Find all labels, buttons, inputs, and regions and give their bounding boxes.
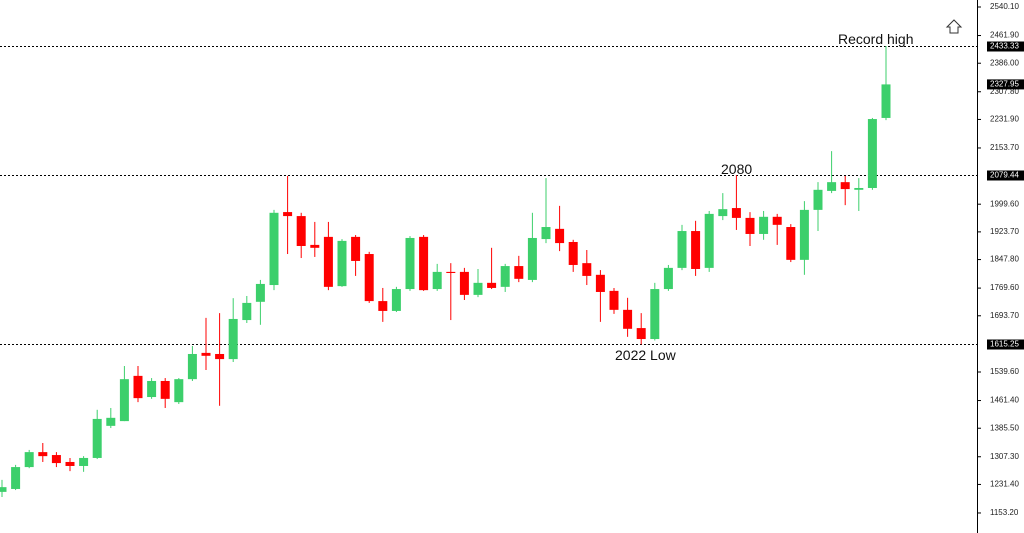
candle-body [568, 241, 578, 265]
y-tick-label: 2540.10 [990, 2, 1019, 11]
price-label-box [987, 41, 1024, 52]
candle-body [364, 254, 374, 302]
candle-body [541, 227, 551, 240]
candle-body [446, 271, 456, 273]
candle-body [731, 208, 741, 218]
candle-body [242, 302, 252, 321]
y-tick-label: 1231.40 [990, 480, 1019, 489]
y-tick-label: 1307.30 [990, 452, 1019, 461]
candle-body [310, 244, 320, 248]
candle-body [840, 182, 850, 190]
candle-body [527, 237, 537, 280]
candle-body [187, 353, 197, 380]
candle-body [691, 231, 701, 269]
candle-body [419, 236, 429, 291]
candle-body [854, 187, 864, 190]
price-label: 1615.25 [990, 340, 1019, 349]
candle-body [650, 289, 660, 340]
y-tick-label: 1999.60 [990, 199, 1019, 208]
y-tick-label: 1847.80 [990, 255, 1019, 264]
candle-body [555, 228, 565, 244]
y-tick-label: 2231.90 [990, 115, 1019, 124]
candle-body [11, 467, 21, 489]
candle-body [65, 461, 75, 466]
candle-body [609, 290, 619, 310]
candle-body [228, 318, 238, 360]
y-tick-label: 2153.70 [990, 143, 1019, 152]
candle-body [473, 282, 483, 295]
price-label: 2079.44 [990, 171, 1019, 180]
candle-body [215, 353, 225, 360]
candle-body [745, 217, 755, 234]
candle-body [459, 271, 469, 295]
candle-body [405, 237, 415, 290]
y-tick-label: 1461.40 [990, 396, 1019, 405]
candle-body [92, 418, 102, 458]
y-tick-label: 1153.20 [990, 508, 1019, 517]
candle-body [269, 212, 279, 286]
candle-body [827, 182, 837, 191]
candle-body [255, 283, 265, 302]
price-label-box [987, 339, 1024, 350]
candle-body [174, 379, 184, 403]
annotation: Record high [838, 31, 914, 47]
candle-body [79, 457, 89, 466]
y-tick-label: 2386.00 [990, 58, 1019, 67]
arrow-icon [945, 19, 963, 34]
y-tick-label: 2461.90 [990, 31, 1019, 40]
candle-body [677, 231, 687, 268]
candle-body [799, 209, 809, 260]
candle-body [38, 452, 48, 457]
candle-body [595, 274, 605, 292]
candle-body [160, 380, 170, 399]
candle-body [786, 227, 796, 260]
candle-body [813, 189, 823, 210]
y-tick-label: 1693.70 [990, 311, 1019, 320]
candle-body [0, 487, 7, 492]
candle-body [24, 452, 34, 468]
candle-body [106, 417, 116, 426]
candle-body [663, 267, 673, 290]
candle-body [636, 328, 646, 340]
last-price-label: 2327.95 [990, 80, 1019, 89]
candle-body [283, 212, 293, 217]
candle-body [351, 236, 361, 261]
candle-body [718, 209, 728, 217]
candle-body [337, 240, 347, 287]
candle-body [432, 271, 442, 290]
price-label: 2433.33 [990, 42, 1019, 51]
last-price-box [987, 79, 1024, 90]
candle-body [147, 380, 157, 398]
candle-body [201, 352, 211, 356]
candle-body [323, 236, 333, 287]
y-tick-label: 1385.50 [990, 423, 1019, 432]
candle-body [514, 266, 524, 279]
candle-body [133, 375, 143, 399]
candle-body [487, 282, 497, 288]
candle-body [51, 455, 61, 464]
candle-body [500, 266, 510, 287]
plot: 2540.10 2461.90 2386.00 2307.80 2231.90 2153.… [0, 2, 1024, 517]
candle-body [119, 379, 129, 422]
candle-body [623, 309, 633, 329]
annotation: 2022 Low [615, 347, 677, 363]
candle-body [391, 289, 401, 311]
candle-body [378, 301, 388, 311]
y-tick-label: 2307.80 [990, 87, 1019, 96]
candle-body [759, 216, 769, 234]
y-tick-label: 1923.70 [990, 227, 1019, 236]
annotation: 2080 [721, 161, 752, 177]
y-tick-label: 1769.60 [990, 283, 1019, 292]
candle-body [867, 119, 877, 188]
candle-body [881, 84, 891, 118]
candle-body [582, 263, 592, 276]
candle-body [772, 216, 782, 225]
candle-body [296, 216, 306, 246]
y-tick-label: 1539.60 [990, 367, 1019, 376]
candle-body [704, 213, 714, 268]
price-label-box [987, 170, 1024, 181]
